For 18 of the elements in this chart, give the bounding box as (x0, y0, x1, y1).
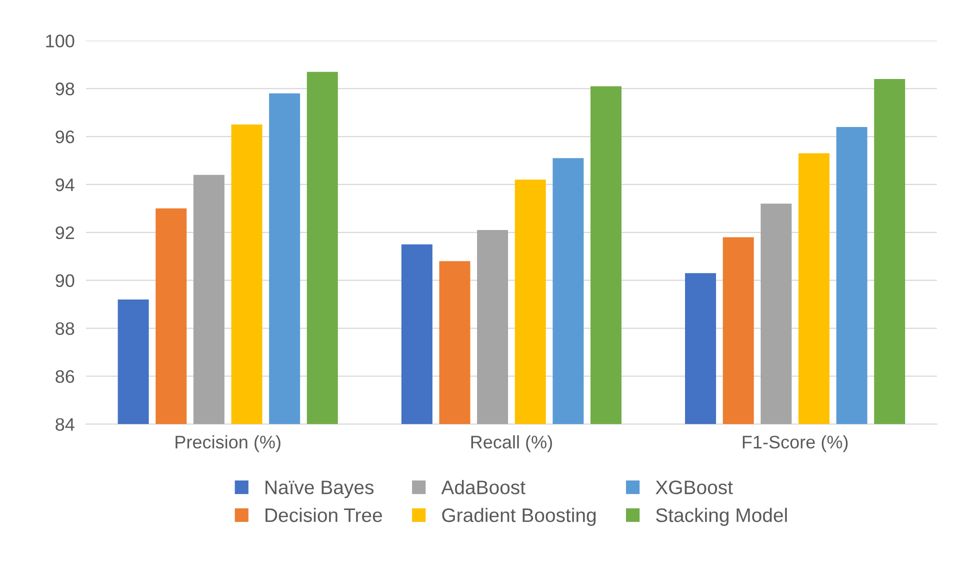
y-tick-label: 90 (56, 274, 74, 288)
y-tick-label: 86 (56, 370, 74, 383)
x-tick-label: Recall (%) (471, 435, 552, 452)
y-tick-label: 96 (56, 130, 74, 144)
legend-label: XGBoost (656, 480, 733, 494)
y-tick-label: 94 (56, 178, 74, 192)
legend-label: Decision Tree (266, 508, 382, 522)
y-tick-label: 84 (56, 418, 74, 431)
x-tick-label: F1-Score (%) (742, 435, 848, 452)
y-tick-label: 100 (46, 34, 74, 48)
legend-label: Gradient Boosting (442, 508, 596, 526)
legend-label: AdaBoost (441, 480, 526, 494)
y-tick-label: 88 (56, 322, 74, 335)
x-tick-label: Precision (%) (176, 435, 280, 452)
y-tick-label: 92 (56, 226, 74, 240)
legend-label: Naïve Bayes (266, 480, 374, 498)
legend-label: Stacking Model (656, 508, 787, 526)
y-tick-label: 98 (56, 82, 74, 96)
